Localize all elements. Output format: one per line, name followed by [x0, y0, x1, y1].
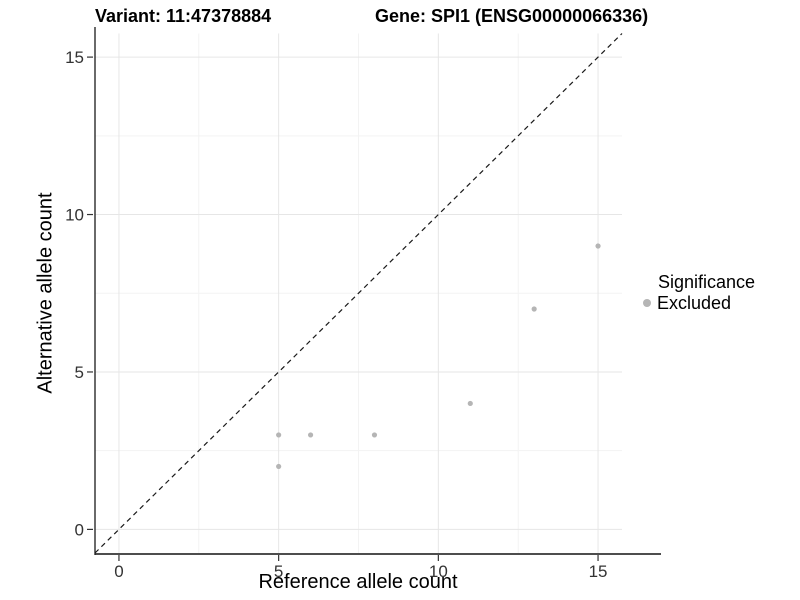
y-axis-title: Alternative allele count [34, 192, 57, 394]
legend-item-label: Excluded [657, 293, 732, 313]
data-point [276, 432, 282, 438]
y-tick-label: 15 [65, 48, 84, 67]
legend-title: Significance [658, 272, 756, 292]
data-point [276, 463, 282, 470]
data-point [467, 400, 473, 407]
gene-title: Gene: SPI1 (ENSG00000066336) [375, 6, 649, 26]
legend-item-excluded: Excluded [637, 293, 755, 313]
y-tick-label: 10 [65, 206, 84, 225]
data-point [371, 432, 378, 438]
y-tick-label: 5 [75, 363, 84, 382]
legend-point-icon [643, 299, 651, 307]
y-tick-label: 0 [75, 520, 84, 539]
x-tick-label: 5 [274, 562, 283, 581]
x-axis-title: Reference allele count [258, 571, 458, 593]
data-point [595, 243, 601, 249]
identity-line [94, 33, 623, 554]
data-point [307, 432, 314, 438]
legend: Significance Excluded [637, 272, 755, 313]
variant-title: Variant: 11:47378884 [95, 6, 272, 26]
x-tick-label: 15 [589, 562, 608, 581]
data-point [531, 306, 537, 312]
x-tick-label: 0 [114, 562, 123, 581]
x-tick-label: 10 [429, 562, 448, 581]
